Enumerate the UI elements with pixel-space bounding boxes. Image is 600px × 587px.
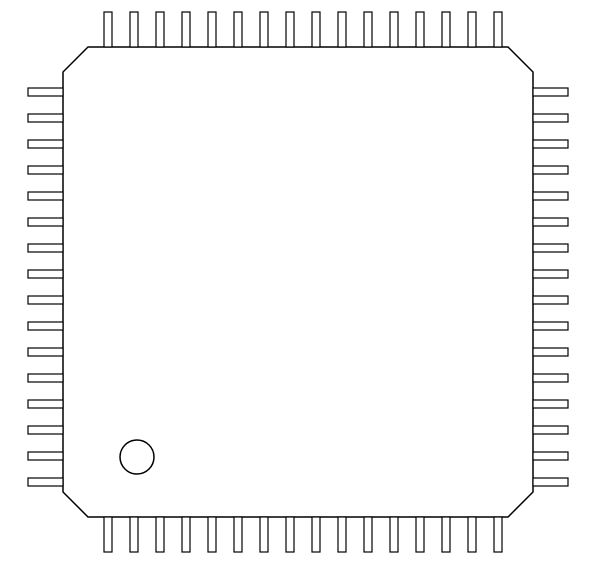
pin-left-2 — [28, 140, 63, 148]
pin-left-13 — [28, 426, 63, 434]
pin-bottom-5 — [234, 517, 242, 552]
pin-top-2 — [156, 12, 164, 47]
pin-bottom-11 — [390, 517, 398, 552]
pin-top-13 — [442, 12, 450, 47]
pin-right-5 — [533, 218, 568, 226]
pin-top-14 — [468, 12, 476, 47]
pin-left-8 — [28, 296, 63, 304]
pin-right-0 — [533, 88, 568, 96]
pin-bottom-9 — [338, 517, 346, 552]
pin-top-1 — [130, 12, 138, 47]
pin-right-4 — [533, 192, 568, 200]
pin-left-12 — [28, 400, 63, 408]
pin-top-15 — [494, 12, 502, 47]
pin-bottom-6 — [260, 517, 268, 552]
pin-bottom-4 — [208, 517, 216, 552]
pin-left-10 — [28, 348, 63, 356]
pin-left-6 — [28, 244, 63, 252]
pin-left-7 — [28, 270, 63, 278]
pin-top-6 — [260, 12, 268, 47]
pin-left-1 — [28, 114, 63, 122]
pin-top-7 — [286, 12, 294, 47]
pin-left-15 — [28, 478, 63, 486]
pin-bottom-7 — [286, 517, 294, 552]
pin-right-2 — [533, 140, 568, 148]
pin-bottom-8 — [312, 517, 320, 552]
pin-top-11 — [390, 12, 398, 47]
pin-right-6 — [533, 244, 568, 252]
pin-top-5 — [234, 12, 242, 47]
pin-left-5 — [28, 218, 63, 226]
pin-right-9 — [533, 322, 568, 330]
pin-right-12 — [533, 400, 568, 408]
pin-top-3 — [182, 12, 190, 47]
pin-bottom-13 — [442, 517, 450, 552]
pin-right-10 — [533, 348, 568, 356]
chip-package-diagram — [0, 0, 600, 587]
pin-bottom-10 — [364, 517, 372, 552]
pin-right-3 — [533, 166, 568, 174]
pin-bottom-1 — [130, 517, 138, 552]
pin-bottom-15 — [494, 517, 502, 552]
pin-left-11 — [28, 374, 63, 382]
pin-right-13 — [533, 426, 568, 434]
pin-bottom-14 — [468, 517, 476, 552]
pin-bottom-2 — [156, 517, 164, 552]
pin-top-0 — [104, 12, 112, 47]
pin-right-15 — [533, 478, 568, 486]
pin-top-12 — [416, 12, 424, 47]
pin-right-7 — [533, 270, 568, 278]
pin-left-4 — [28, 192, 63, 200]
pin-left-0 — [28, 88, 63, 96]
pin-bottom-0 — [104, 517, 112, 552]
pin1-indicator-icon — [120, 440, 154, 474]
pin-right-8 — [533, 296, 568, 304]
pin-top-9 — [338, 12, 346, 47]
pin-right-1 — [533, 114, 568, 122]
pin-left-9 — [28, 322, 63, 330]
pin-top-8 — [312, 12, 320, 47]
pin-bottom-3 — [182, 517, 190, 552]
pin-right-14 — [533, 452, 568, 460]
pin-left-14 — [28, 452, 63, 460]
pin-bottom-12 — [416, 517, 424, 552]
pin-top-10 — [364, 12, 372, 47]
pin-left-3 — [28, 166, 63, 174]
pin-right-11 — [533, 374, 568, 382]
pin-top-4 — [208, 12, 216, 47]
